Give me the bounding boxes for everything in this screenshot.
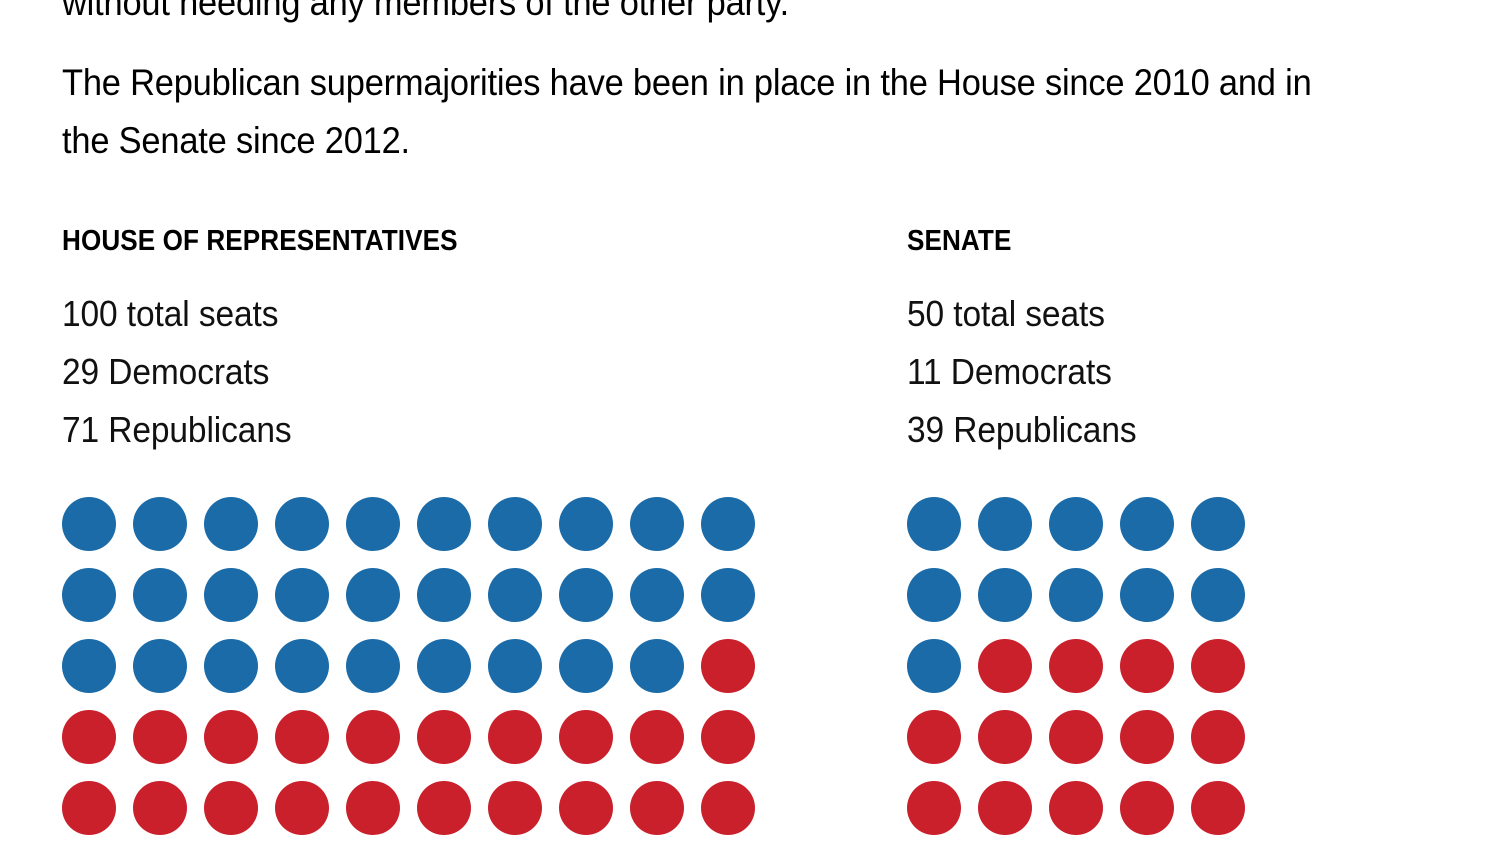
seat-dot-democrat (1120, 497, 1174, 551)
stat-republicans-house: 71 Republicans (62, 409, 292, 450)
seat-dot-republican (1049, 639, 1103, 693)
seat-dot-democrat (204, 497, 258, 551)
chamber-title-senate: SENATE (907, 225, 1012, 257)
seat-dot-democrat (346, 568, 400, 622)
seat-dot-republican (1120, 781, 1174, 835)
seat-dot-republican (978, 781, 1032, 835)
stat-democrats-house: 29 Democrats (62, 351, 270, 392)
seat-dot-democrat (978, 497, 1032, 551)
seat-dot-democrat (630, 568, 684, 622)
seat-dot-republican (417, 781, 471, 835)
seat-dot-republican (978, 639, 1032, 693)
seat-dot-democrat (346, 639, 400, 693)
seat-dot-republican (1049, 781, 1103, 835)
seat-dot-republican (1191, 781, 1245, 835)
seat-dot-democrat (978, 568, 1032, 622)
seat-dot-republican (701, 781, 755, 835)
seat-dot-democrat (559, 639, 613, 693)
chamber-title-house: HOUSE OF REPRESENTATIVES (62, 225, 458, 257)
seat-dot-democrat (1049, 568, 1103, 622)
chamber-senate: SENATE 50 total seats 11 Democrats 39 Re… (907, 224, 1427, 844)
seat-dot-republican (1120, 639, 1174, 693)
seat-dot-democrat (701, 497, 755, 551)
seat-dot-republican (133, 710, 187, 764)
seat-dot-republican (1049, 710, 1103, 764)
chambers-container: HOUSE OF REPRESENTATIVES 100 total seats… (0, 224, 1500, 844)
seat-dot-democrat (62, 568, 116, 622)
seat-dot-republican (701, 639, 755, 693)
seat-dot-republican (133, 781, 187, 835)
seat-dot-democrat (701, 568, 755, 622)
stat-democrats-senate: 11 Democrats (907, 351, 1112, 392)
seat-dot-democrat (559, 497, 613, 551)
intro-paragraph-supermajorities: The Republican supermajorities have been… (62, 62, 1312, 161)
seat-dot-democrat (204, 639, 258, 693)
seat-dot-republican (978, 710, 1032, 764)
seat-dot-democrat (630, 497, 684, 551)
seat-dot-democrat (907, 639, 961, 693)
seat-dot-republican (62, 781, 116, 835)
seat-dot-democrat (133, 568, 187, 622)
seat-dot-democrat (630, 639, 684, 693)
stat-list-senate: 50 total seats 11 Democrats 39 Republica… (907, 285, 1427, 459)
seat-dot-republican (488, 781, 542, 835)
seat-dot-democrat (275, 639, 329, 693)
seat-dot-democrat (417, 639, 471, 693)
seat-dot-democrat (417, 568, 471, 622)
seat-dot-democrat (346, 497, 400, 551)
chamber-house: HOUSE OF REPRESENTATIVES 100 total seats… (62, 224, 862, 844)
seat-dot-republican (559, 781, 613, 835)
seat-dot-democrat (488, 568, 542, 622)
seat-dot-republican (417, 710, 471, 764)
seat-dot-grid-senate (907, 497, 1427, 844)
seat-dot-democrat (275, 568, 329, 622)
seat-dot-democrat (1191, 497, 1245, 551)
seat-dot-democrat (204, 568, 258, 622)
seat-dot-republican (275, 710, 329, 764)
seat-dot-republican (346, 781, 400, 835)
seat-dot-democrat (62, 497, 116, 551)
seat-dot-democrat (1049, 497, 1103, 551)
stat-republicans-senate: 39 Republicans (907, 409, 1137, 450)
seat-dot-democrat (417, 497, 471, 551)
seat-dot-democrat (488, 497, 542, 551)
seat-dot-grid-house (62, 497, 862, 844)
seat-dot-republican (204, 781, 258, 835)
seat-dot-republican (1120, 710, 1174, 764)
seat-dot-republican (204, 710, 258, 764)
seat-dot-democrat (133, 497, 187, 551)
seat-dot-republican (62, 710, 116, 764)
seat-dot-republican (559, 710, 613, 764)
seat-dot-republican (1191, 639, 1245, 693)
seat-dot-democrat (62, 639, 116, 693)
seat-dot-democrat (907, 497, 961, 551)
seat-dot-republican (488, 710, 542, 764)
seat-dot-democrat (133, 639, 187, 693)
seat-dot-republican (630, 781, 684, 835)
intro-paragraph-clipped: without needing any members of the other… (62, 0, 790, 23)
seat-dot-republican (275, 781, 329, 835)
seat-dot-democrat (488, 639, 542, 693)
seat-dot-republican (907, 781, 961, 835)
intro-text-block: without needing any members of the other… (62, 0, 1412, 186)
seat-dot-republican (1191, 710, 1245, 764)
seat-dot-democrat (275, 497, 329, 551)
seat-dot-democrat (1191, 568, 1245, 622)
seat-dot-democrat (559, 568, 613, 622)
stat-list-house: 100 total seats 29 Democrats 71 Republic… (62, 285, 862, 459)
seat-dot-republican (630, 710, 684, 764)
seat-dot-democrat (1120, 568, 1174, 622)
seat-dot-republican (346, 710, 400, 764)
stat-total-seats-house: 100 total seats (62, 293, 279, 334)
seat-dot-republican (907, 710, 961, 764)
stat-total-seats-senate: 50 total seats (907, 293, 1105, 334)
seat-dot-republican (701, 710, 755, 764)
seat-dot-democrat (907, 568, 961, 622)
